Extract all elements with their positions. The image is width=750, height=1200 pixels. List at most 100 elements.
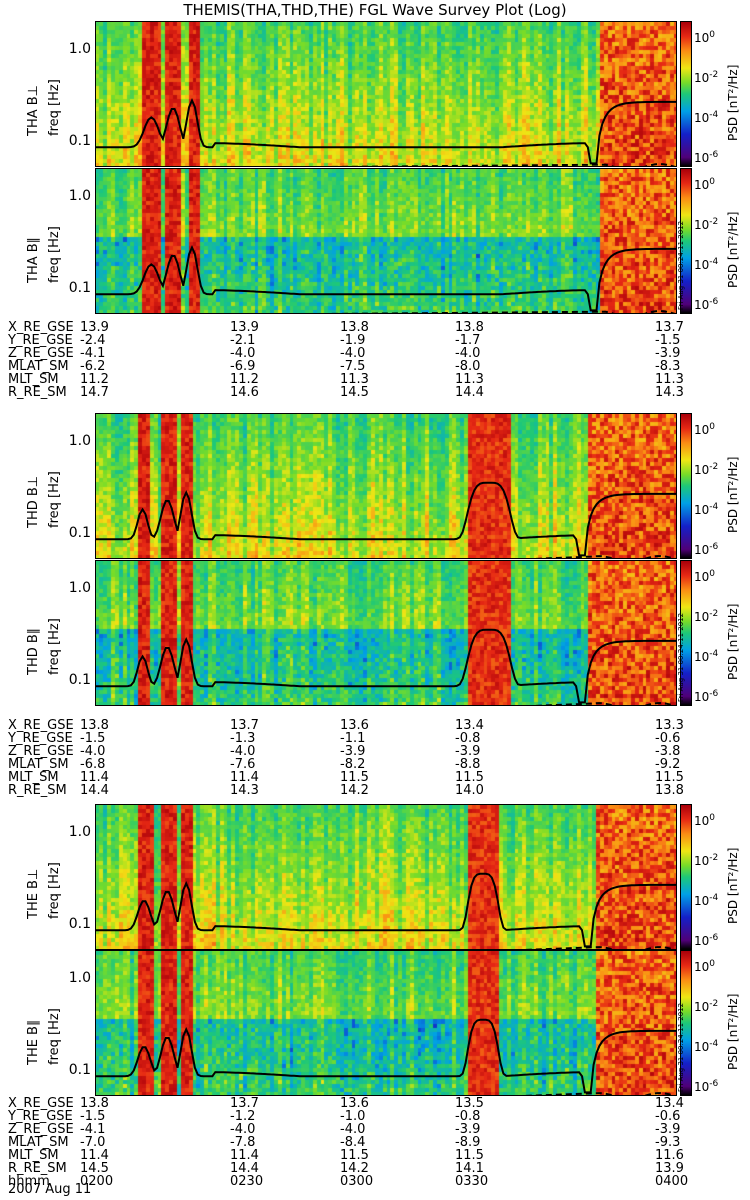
ephemeris-value: 11.2 — [80, 372, 109, 387]
heavy-ion-gyrofrequency-line — [191, 555, 676, 558]
spectrogram-panel — [95, 560, 677, 706]
freq-axis-label: freq [Hz] — [47, 618, 62, 675]
spectrogram-heatmap — [96, 22, 676, 166]
ephemeris-value: 14.4 — [455, 385, 484, 400]
colorbar-tick: 10-4 — [694, 893, 719, 908]
ephemeris-value: -4.0 — [230, 744, 256, 759]
colorbar-tick: 10-6 — [694, 1079, 719, 1094]
spectrogram-panel — [95, 21, 677, 167]
heavy-ion-gyrofrequency-line — [191, 946, 676, 949]
ephemeris-value: -8.2 — [340, 757, 366, 772]
ephemeris-value: 14.7 — [80, 385, 109, 400]
ephemeris-value: 14.5 — [340, 385, 369, 400]
colorbar-tick: 10-2 — [694, 999, 719, 1014]
spectrogram-heatmap — [96, 169, 676, 313]
ephemeris-value: 13.4 — [655, 1096, 684, 1111]
ephemeris-value: 11.4 — [230, 770, 259, 785]
ephemeris-value: 0200 — [80, 1174, 114, 1189]
colorbar — [680, 168, 692, 314]
ephemeris-label: hhmm — [8, 1174, 50, 1189]
heavy-ion-gyrofrequency-line — [191, 310, 676, 313]
ephemeris-value: -3.9 — [655, 1122, 681, 1137]
ephemeris-value: -4.0 — [340, 346, 366, 361]
ephemeris-value: 13.8 — [655, 783, 684, 798]
ephemeris-value: 14.3 — [655, 385, 684, 400]
ephemeris-label: MLT_SM — [8, 372, 59, 387]
ephemeris-value: -4.1 — [80, 1122, 106, 1137]
ephemeris-value: -8.0 — [455, 359, 481, 374]
ephemeris-label: Y_RE_GSE — [8, 1109, 73, 1124]
ephemeris-label: MLAT_SM — [8, 1135, 69, 1150]
ephemeris-label: MLT_SM — [8, 1148, 59, 1163]
ephemeris-value: -4.0 — [80, 744, 106, 759]
ephemeris-value: 13.7 — [230, 1096, 259, 1111]
ephemeris-value: -1.2 — [230, 1109, 256, 1124]
ephemeris-value: -1.5 — [80, 731, 106, 746]
ephemeris-value: 11.3 — [455, 372, 484, 387]
ephemeris-value: 14.3 — [230, 783, 259, 798]
ephemeris-value: 11.5 — [455, 1148, 484, 1163]
ephemeris-label: X_RE_GSE — [8, 320, 74, 335]
colorbar-tick: 10-2 — [694, 462, 719, 477]
spectrogram-panel — [95, 950, 677, 1096]
colorbar-tick: 10-6 — [694, 933, 719, 948]
colorbar-tick: 10-6 — [694, 542, 719, 557]
frequency-curves — [96, 481, 676, 558]
ephemeris-value: 0400 — [655, 1174, 689, 1189]
ephemeris-value: -3.9 — [455, 1122, 481, 1137]
ephemeris-value: -3.9 — [340, 744, 366, 759]
colorbar-tick: 10-6 — [694, 297, 719, 312]
ephemeris-value: -3.9 — [655, 346, 681, 361]
freq-tick-label: 1.0 — [68, 433, 91, 449]
ephemeris-value: -0.8 — [455, 731, 481, 746]
frequency-curves — [96, 1018, 676, 1095]
colorbar-tick: 10-4 — [694, 649, 719, 664]
ephemeris-value: -0.6 — [655, 731, 681, 746]
ephemeris-value: -6.8 — [80, 757, 106, 772]
colorbar-tick: 10-4 — [694, 110, 719, 125]
spectrogram-panel — [95, 413, 677, 559]
freq-axis-label: freq [Hz] — [47, 471, 62, 528]
ephemeris-value: 11.5 — [655, 770, 684, 785]
colorbar-label: PSD [nT²/Hz] — [726, 64, 740, 141]
ephemeris-value: 0300 — [340, 1174, 374, 1189]
spectrogram-heatmap — [96, 951, 676, 1095]
spectrogram-heatmap — [96, 805, 676, 949]
colorbar-tick: 10-4 — [694, 257, 719, 272]
colorbar-tick: 10-2 — [694, 217, 719, 232]
ephemeris-value: -4.0 — [340, 1122, 366, 1137]
freq-axis-label: freq [Hz] — [47, 79, 62, 136]
ephemeris-value: 14.1 — [455, 1161, 484, 1176]
ephemeris-label: R_RE_SM — [8, 385, 67, 400]
ephemeris-value: -8.9 — [455, 1135, 481, 1150]
ephemeris-value: -4.1 — [80, 346, 106, 361]
ephemeris-label: X_RE_GSE — [8, 1096, 74, 1111]
ephemeris-value: -9.3 — [655, 1135, 681, 1150]
ephemeris-value: 14.4 — [80, 783, 109, 798]
freq-tick-label: 0.1 — [68, 672, 91, 688]
ephemeris-label: MLAT_SM — [8, 757, 69, 772]
gyrofrequency-line — [96, 481, 676, 557]
ephemeris-value: 13.9 — [655, 1161, 684, 1176]
ephemeris-value: -1.3 — [230, 731, 256, 746]
colorbar-label: PSD [nT²/Hz] — [726, 603, 740, 680]
ephemeris-value: 13.7 — [655, 320, 684, 335]
ephemeris-value: 11.5 — [455, 770, 484, 785]
freq-tick-label: 0.1 — [68, 280, 91, 296]
freq-axis-label: freq [Hz] — [47, 1008, 62, 1065]
colorbar-tick: 10-2 — [694, 853, 719, 868]
freq-tick-label: 1.0 — [68, 188, 91, 204]
date-label: 2007 Aug 11 — [8, 1182, 92, 1197]
ephemeris-label: Z_RE_GSE — [8, 744, 74, 759]
colorbar-label: PSD [nT²/Hz] — [726, 211, 740, 288]
ephemeris-value: 13.3 — [655, 718, 684, 733]
heavy-ion-gyrofrequency-line — [191, 163, 676, 166]
colorbar-tick: 10-6 — [694, 150, 719, 165]
colorbar-tick: 100 — [694, 177, 716, 192]
colorbar-tick: 100 — [694, 569, 716, 584]
ephemeris-label: MLT_SM — [8, 770, 59, 785]
colorbar-tick: 10-6 — [694, 689, 719, 704]
spectrogram-panel — [95, 804, 677, 950]
ephemeris-value: 0330 — [455, 1174, 489, 1189]
freq-tick-label: 0.1 — [68, 1062, 91, 1078]
